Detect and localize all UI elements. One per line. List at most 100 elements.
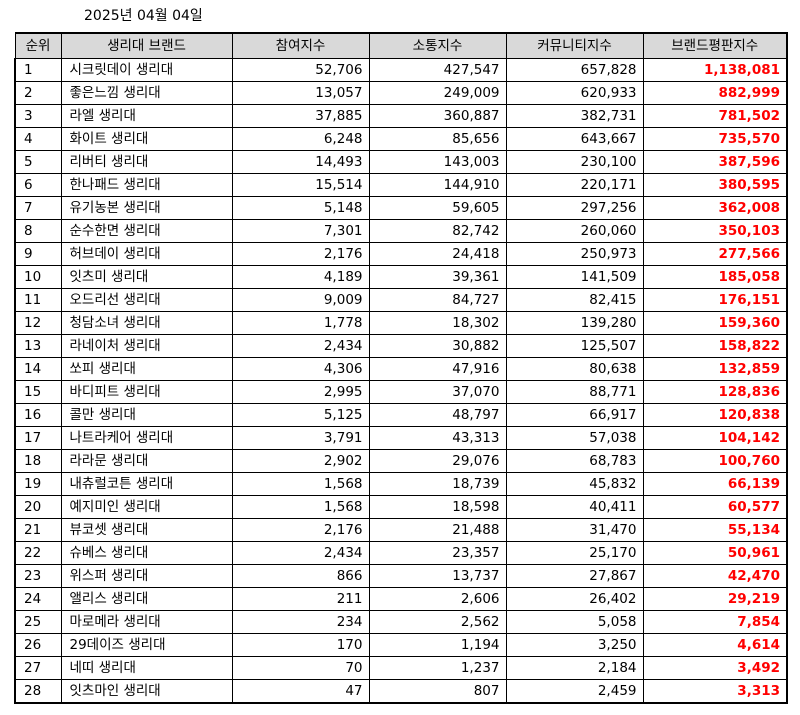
brand-cell: 잇츠미 생리대 [60,265,233,289]
brand-cell: 한나패드 생리대 [60,173,233,197]
brand-reputation-index-cell: 185,058 [642,265,788,289]
header-participation: 참여지수 [231,32,370,59]
participation-cell: 47 [231,679,370,704]
brand-cell: 잇츠마인 생리대 [60,679,233,704]
brand-cell: 청담소녀 생리대 [60,311,233,335]
community-cell: 27,867 [505,564,644,588]
table-row: 7 유기농본 생리대 5,148 59,605 297,256 362,008 [14,196,788,220]
participation-cell: 2,902 [231,449,370,473]
table-row: 20 예지미인 생리대 1,568 18,598 40,411 60,577 [14,495,788,519]
community-cell: 139,280 [505,311,644,335]
rank-cell: 4 [14,127,62,151]
communication-cell: 43,313 [368,426,507,450]
table-row: 17 나트라케어 생리대 3,791 43,313 57,038 104,142 [14,426,788,450]
participation-cell: 13,057 [231,81,370,105]
community-cell: 250,973 [505,242,644,266]
brand-cell: 좋은느낌 생리대 [60,81,233,105]
rank-cell: 16 [14,403,62,427]
rank-cell: 13 [14,334,62,358]
brand-reputation-index-cell: 781,502 [642,104,788,128]
brand-reputation-index-cell: 735,570 [642,127,788,151]
table-row: 9 허브데이 생리대 2,176 24,418 250,973 277,566 [14,242,788,266]
rank-cell: 20 [14,495,62,519]
rank-cell: 14 [14,357,62,381]
communication-cell: 1,237 [368,656,507,680]
rank-cell: 22 [14,541,62,565]
community-cell: 3,250 [505,633,644,657]
participation-cell: 1,568 [231,472,370,496]
community-cell: 80,638 [505,357,644,381]
brand-cell: 예지미인 생리대 [60,495,233,519]
brand-reputation-index-cell: 362,008 [642,196,788,220]
communication-cell: 13,737 [368,564,507,588]
table-row: 24 앨리스 생리대 211 2,606 26,402 29,219 [14,587,788,611]
brand-reputation-index-cell: 60,577 [642,495,788,519]
table-row: 19 내츄럴코튼 생리대 1,568 18,739 45,832 66,139 [14,472,788,496]
participation-cell: 2,995 [231,380,370,404]
community-cell: 82,415 [505,288,644,312]
communication-cell: 24,418 [368,242,507,266]
participation-cell: 3,791 [231,426,370,450]
table-body: 1 시크릿데이 생리대 52,706 427,547 657,828 1,138,081 2… [14,58,788,704]
header-communication: 소통지수 [368,32,507,59]
brand-cell: 유기농본 생리대 [60,196,233,220]
brand-cell: 콜만 생리대 [60,403,233,427]
brand-cell: 위스퍼 생리대 [60,564,233,588]
communication-cell: 37,070 [368,380,507,404]
brand-reputation-index-cell: 387,596 [642,150,788,174]
communication-cell: 29,076 [368,449,507,473]
brand-cell: 바디피트 생리대 [60,380,233,404]
community-cell: 2,184 [505,656,644,680]
community-cell: 643,667 [505,127,644,151]
brand-reputation-index-cell: 4,614 [642,633,788,657]
table-row: 26 29데이즈 생리대 170 1,194 3,250 4,614 [14,633,788,657]
brand-cell: 슈베스 생리대 [60,541,233,565]
participation-cell: 5,148 [231,196,370,220]
brand-reputation-index-cell: 176,151 [642,288,788,312]
brand-cell: 쏘피 생리대 [60,357,233,381]
table-row: 15 바디피트 생리대 2,995 37,070 88,771 128,836 [14,380,788,404]
table-header-row: 순위 생리대 브랜드 참여지수 소통지수 커뮤니티지수 브랜드평판지수 [14,32,788,59]
communication-cell: 2,606 [368,587,507,611]
rank-cell: 19 [14,472,62,496]
rank-cell: 25 [14,610,62,634]
table-row: 1 시크릿데이 생리대 52,706 427,547 657,828 1,138,081 [14,58,788,82]
rank-cell: 18 [14,449,62,473]
report-date: 2025년 04월 04일 [84,8,203,24]
community-cell: 31,470 [505,518,644,542]
communication-cell: 48,797 [368,403,507,427]
communication-cell: 1,194 [368,633,507,657]
communication-cell: 18,302 [368,311,507,335]
participation-cell: 9,009 [231,288,370,312]
rank-cell: 23 [14,564,62,588]
brand-reputation-index-cell: 277,566 [642,242,788,266]
community-cell: 5,058 [505,610,644,634]
communication-cell: 2,562 [368,610,507,634]
table-row: 5 리버티 생리대 14,493 143,003 230,100 387,596 [14,150,788,174]
communication-cell: 18,598 [368,495,507,519]
brand-cell: 네띠 생리대 [60,656,233,680]
community-cell: 26,402 [505,587,644,611]
participation-cell: 2,176 [231,242,370,266]
participation-cell: 2,434 [231,334,370,358]
brand-reputation-index-cell: 128,836 [642,380,788,404]
brand-reputation-index-cell: 380,595 [642,173,788,197]
table-row: 3 라엘 생리대 37,885 360,887 382,731 781,502 [14,104,788,128]
rank-cell: 12 [14,311,62,335]
communication-cell: 21,488 [368,518,507,542]
brand-reputation-index-cell: 104,142 [642,426,788,450]
participation-cell: 234 [231,610,370,634]
community-cell: 2,459 [505,679,644,704]
participation-cell: 52,706 [231,58,370,82]
community-cell: 230,100 [505,150,644,174]
participation-cell: 14,493 [231,150,370,174]
communication-cell: 18,739 [368,472,507,496]
community-cell: 68,783 [505,449,644,473]
table-row: 2 좋은느낌 생리대 13,057 249,009 620,933 882,999 [14,81,788,105]
rank-cell: 2 [14,81,62,105]
communication-cell: 143,003 [368,150,507,174]
participation-cell: 211 [231,587,370,611]
brand-reputation-index-cell: 100,760 [642,449,788,473]
rank-cell: 9 [14,242,62,266]
table-row: 12 청담소녀 생리대 1,778 18,302 139,280 159,360 [14,311,788,335]
